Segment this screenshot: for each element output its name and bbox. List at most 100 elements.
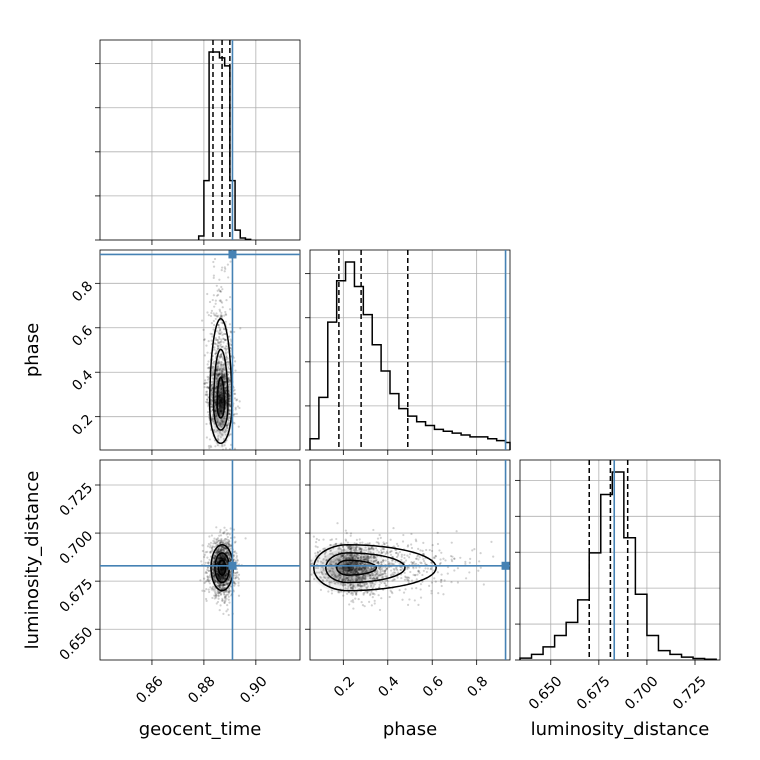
sample-point: [225, 559, 229, 562]
sample-point: [215, 284, 218, 287]
sample-point: [218, 397, 221, 401]
sample-point: [369, 573, 372, 576]
sample-point: [235, 412, 238, 415]
sample-point: [365, 557, 368, 560]
sample-point: [347, 562, 350, 565]
sample-point: [215, 569, 218, 573]
sample-point: [220, 398, 223, 401]
sample-point: [355, 567, 358, 571]
sample-point: [356, 576, 359, 579]
sample-point: [358, 568, 361, 571]
sample-point: [365, 559, 368, 562]
sample-point: [235, 552, 238, 555]
sample-point: [219, 400, 222, 403]
sample-point: [219, 410, 223, 413]
sample-point: [213, 342, 216, 345]
sample-point: [204, 561, 207, 564]
sample-point: [383, 543, 386, 546]
sample-point: [376, 561, 379, 564]
sample-point: [207, 360, 210, 363]
sample-point: [214, 551, 217, 554]
sample-point: [235, 399, 238, 402]
sample-point: [349, 557, 352, 560]
sample-point: [210, 403, 213, 406]
sample-point: [222, 376, 225, 379]
sample-point: [417, 569, 420, 572]
sample-point: [219, 399, 222, 402]
sample-point: [414, 573, 417, 577]
x-tick-label: 0.675: [574, 673, 614, 713]
sample-point: [213, 542, 216, 545]
sample-point: [224, 575, 227, 578]
sample-point: [214, 445, 217, 448]
sample-point: [372, 547, 375, 550]
sample-point: [315, 554, 318, 558]
sample-point: [358, 547, 361, 551]
sample-point: [343, 576, 346, 579]
sample-point: [375, 572, 378, 576]
sample-point: [224, 574, 227, 577]
sample-point: [346, 566, 349, 569]
sample-point: [235, 398, 239, 401]
sample-point: [222, 545, 225, 548]
sample-point: [221, 579, 224, 582]
sample-point: [220, 571, 223, 574]
sample-point: [355, 578, 358, 582]
sample-point: [364, 576, 367, 579]
sample-point: [353, 568, 356, 571]
sample-point: [415, 566, 418, 569]
sample-point: [226, 561, 229, 565]
sample-point: [216, 421, 219, 424]
sample-point: [218, 401, 221, 405]
sample-point: [229, 544, 232, 547]
sample-point: [351, 557, 354, 560]
sample-point: [219, 534, 223, 537]
sample-point: [208, 366, 211, 369]
sample-point: [393, 568, 396, 572]
sample-point: [361, 569, 364, 572]
x-tick-label: 0.650: [526, 673, 566, 713]
sample-point: [358, 562, 361, 565]
sample-point: [219, 570, 223, 573]
sample-point: [221, 577, 224, 580]
sample-point: [421, 573, 424, 577]
sample-point: [351, 577, 354, 580]
sample-point: [224, 595, 227, 598]
sample-point: [224, 574, 227, 577]
sample-point: [403, 578, 407, 581]
sample-point: [221, 404, 224, 407]
sample-point: [400, 576, 403, 580]
sample-point: [208, 535, 211, 538]
sample-point: [234, 577, 237, 580]
sample-point: [213, 579, 217, 582]
sample-point: [333, 582, 337, 585]
sample-point: [213, 591, 217, 594]
sample-point: [227, 578, 230, 581]
sample-point: [220, 352, 223, 355]
sample-point: [218, 368, 222, 371]
sample-point: [361, 570, 364, 573]
sample-point: [374, 575, 377, 578]
sample-point: [216, 289, 219, 292]
sample-point: [215, 386, 218, 390]
sample-point: [222, 546, 226, 549]
sample-point: [218, 385, 222, 388]
sample-point: [224, 556, 227, 559]
sample-point: [400, 566, 403, 569]
sample-point: [219, 555, 222, 559]
sample-point: [380, 549, 383, 552]
sample-point: [287, 553, 289, 555]
sample-point: [365, 558, 368, 561]
sample-point: [219, 568, 222, 571]
sample-point: [217, 342, 220, 345]
sample-point: [349, 555, 352, 558]
sample-point: [222, 586, 225, 590]
sample-point: [224, 382, 227, 385]
sample-point: [379, 570, 382, 573]
sample-point: [218, 409, 221, 413]
sample-point: [221, 445, 224, 448]
sample-point: [212, 589, 215, 592]
sample-point: [469, 557, 472, 560]
sample-point: [456, 567, 460, 570]
sample-point: [383, 570, 386, 573]
